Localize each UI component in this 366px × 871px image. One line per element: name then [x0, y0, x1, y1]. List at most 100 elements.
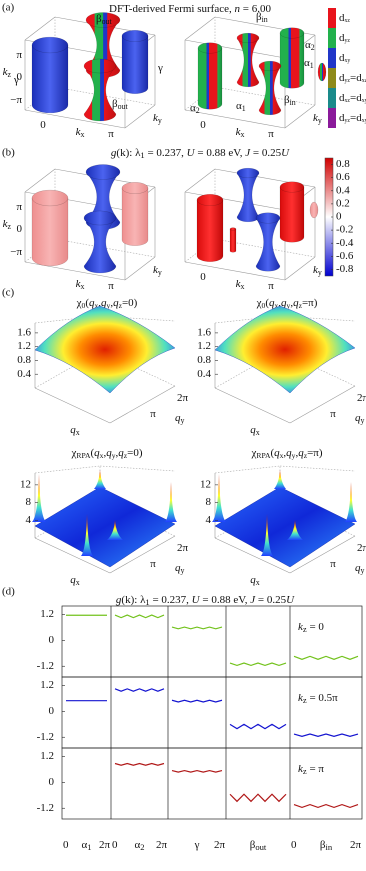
fermi-sheet: [197, 47, 223, 110]
sheet-label: βin: [284, 94, 296, 107]
x-segment-label: α2: [134, 839, 144, 852]
plot-title-part: q: [274, 447, 280, 459]
axis-label: qy: [355, 412, 365, 425]
axis-label: kx: [236, 126, 245, 139]
legend-label: dyz=dxy: [339, 112, 366, 125]
legend-label-part: yz: [345, 78, 351, 84]
plot-frame: [61, 605, 363, 678]
axis-label: qx: [70, 574, 80, 587]
axis-label-part: x: [240, 130, 244, 139]
tick-label-part: 0: [200, 271, 206, 283]
sheet-label-part: out: [102, 17, 113, 26]
data-line: [293, 733, 359, 738]
plot-title-part: =π): [307, 447, 323, 459]
plot-title-part: q: [118, 447, 124, 459]
box-edge: [214, 387, 291, 424]
y-tick-label: 0: [49, 705, 55, 717]
tick-label: 0: [40, 119, 46, 131]
plot-title-part: ,: [98, 297, 101, 309]
tick-label-part: 0: [40, 119, 46, 131]
plot-frame: [61, 747, 363, 820]
tick-label: π: [16, 201, 22, 213]
z-tick-label: 0.8: [17, 354, 31, 366]
axis-label-part: q: [70, 424, 76, 436]
sheet-label: βout: [112, 98, 129, 111]
panel-title-part: g: [111, 147, 117, 159]
legend-label-part: xy: [345, 58, 351, 64]
sheet-label-part: 2: [196, 106, 200, 115]
x-segment-label: βout: [250, 839, 267, 852]
data-line: [171, 699, 223, 703]
panel-label: (b): [2, 147, 15, 159]
tick-label: π: [16, 49, 22, 61]
x-segment-label-part: β: [320, 839, 326, 851]
legend-label-part: xy: [362, 98, 366, 104]
fermi-sheet: [121, 187, 149, 246]
legend-label-part: xy: [362, 118, 366, 124]
fermi-sheet: [255, 217, 281, 272]
tick-label: −π: [10, 246, 22, 258]
box-edge: [279, 465, 356, 472]
tick-label-part: 2π: [357, 392, 366, 404]
x-segment-label-part: 2: [140, 842, 144, 852]
z-tick-label: 0.4: [197, 368, 211, 380]
legend-label: dyz: [339, 32, 350, 45]
axis-label-part: x: [256, 578, 260, 587]
sheet-label: α2: [305, 39, 315, 52]
x-segment-label-part: α: [81, 839, 87, 851]
sheet-label-part: α: [305, 39, 311, 51]
tick-label: π: [330, 558, 336, 570]
fermi-sheet: [236, 172, 260, 223]
legend-label-part: d: [356, 72, 362, 84]
legend-label-part: d: [339, 52, 345, 64]
plot-title-part: q: [89, 297, 95, 309]
panel-annotation-part: = 0.5π: [307, 692, 338, 704]
y-tick-label: -1.2: [37, 660, 54, 672]
box-edge: [284, 256, 316, 281]
axis-label-part: k: [236, 126, 242, 138]
box-edge: [24, 168, 56, 193]
tick-label: π: [330, 408, 336, 420]
legend-label-part: d: [339, 92, 345, 104]
surface-peak: [287, 520, 303, 540]
panel-annotation-part: = 0: [307, 621, 325, 633]
tick-label-part: −π: [10, 94, 22, 106]
x-tick-label: 0: [291, 839, 297, 851]
axis-label: qy: [355, 562, 365, 575]
box-edge: [24, 16, 56, 41]
sheet-label: γ: [13, 74, 19, 86]
axis-label-part: q: [250, 424, 256, 436]
plot-title-part: q: [94, 447, 100, 459]
axis-label: kx: [236, 278, 245, 291]
z-tick-label: 1.6: [197, 326, 211, 338]
sheet-label-part: 1: [242, 104, 246, 113]
tick-label: π: [150, 408, 156, 420]
legend-swatch: [328, 108, 336, 128]
y-tick-label: 1.2: [40, 750, 54, 762]
fermi-sheet: [31, 197, 69, 267]
x-segment-label-part: β: [250, 839, 256, 851]
axis-label-part: k: [76, 126, 82, 138]
legend-label-part: xz: [345, 98, 351, 104]
x-segment-label-part: γ: [194, 839, 200, 851]
panel-title-part: = 0.88 eV,: [195, 147, 246, 159]
legend-label-part: d: [339, 72, 345, 84]
panel-title-part: J: [245, 147, 251, 159]
axis-label-part: q: [70, 574, 76, 586]
sheet-label-part: β: [96, 13, 102, 25]
tick-label-part: 0: [17, 71, 23, 83]
panel-annotation-part: z: [303, 624, 307, 634]
panel-title-part: = 6.00: [240, 3, 271, 15]
x-tick-label: 0: [112, 839, 118, 851]
z-tick-label: 4: [206, 514, 212, 526]
data-line: [171, 626, 223, 630]
fermi-sheet: [279, 186, 305, 243]
x-segment-label: βin: [320, 839, 333, 852]
plot-title-part: =0): [122, 297, 138, 309]
y-tick-label: 0: [49, 634, 55, 646]
x-segment-label-part: out: [255, 842, 267, 852]
box-edge: [184, 16, 216, 41]
fermi-sheet-cap: [229, 227, 237, 231]
sheet-label: βin: [256, 11, 268, 24]
chart-title-part: 1: [145, 597, 149, 607]
